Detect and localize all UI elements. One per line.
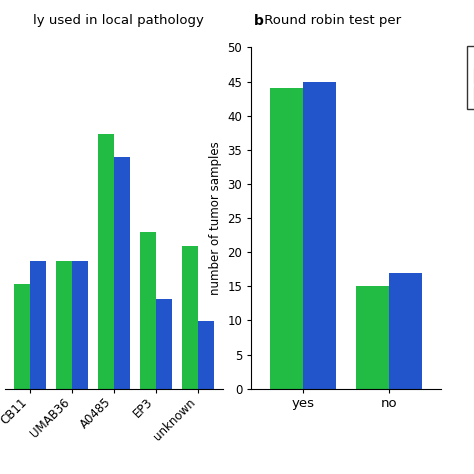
Legend: H, H: H, H — [466, 46, 474, 109]
Bar — [182, 246, 198, 389]
Bar — [30, 262, 46, 389]
Text: b: b — [254, 14, 264, 28]
Bar — [140, 231, 155, 389]
Bar — [155, 299, 172, 389]
Bar — [98, 134, 114, 389]
Bar — [356, 286, 389, 389]
Bar — [14, 284, 30, 389]
Bar — [198, 321, 214, 389]
Bar — [114, 157, 130, 389]
Bar — [72, 262, 88, 389]
Bar — [270, 88, 303, 389]
Text: Round robin test per: Round robin test per — [260, 14, 401, 27]
Y-axis label: number of tumor samples: number of tumor samples — [209, 141, 222, 295]
Text: ly used in local pathology: ly used in local pathology — [33, 14, 204, 27]
Bar — [389, 273, 422, 389]
Bar — [303, 82, 336, 389]
Bar — [56, 262, 72, 389]
